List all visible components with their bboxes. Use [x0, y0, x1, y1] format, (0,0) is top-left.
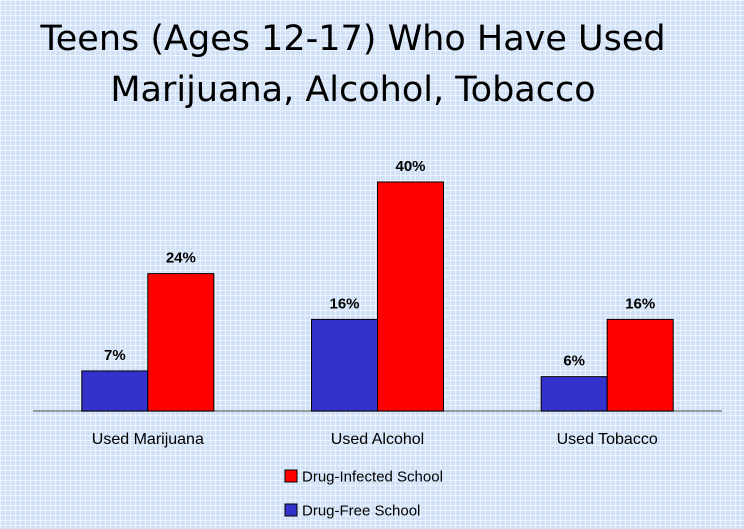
bar-drug-infected-school-2	[606, 318, 674, 412]
legend-swatch	[284, 469, 298, 483]
legend-label: Drug-Infected School	[302, 469, 443, 486]
bar-drug-free-school-2	[540, 376, 608, 412]
data-label: 24%	[166, 250, 196, 267]
category-label: Used Alcohol	[331, 431, 424, 448]
data-label: 6%	[563, 353, 585, 370]
category-label: Used Marijuana	[92, 431, 204, 448]
bar-drug-infected-school-1	[377, 181, 444, 412]
bar-drug-free-school-1	[311, 318, 378, 412]
data-label: 40%	[395, 158, 425, 175]
chart-title-line-2: Marijuana, Alcohol, Tobacco	[110, 70, 596, 110]
legend-label: Drug-Free School	[302, 503, 420, 520]
data-label: 16%	[625, 295, 655, 312]
chart-title: Teens (Ages 12-17) Who Have Used Marijua…	[0, 14, 706, 116]
bar-drug-free-school-0	[81, 370, 149, 412]
category-label: Used Tobacco	[557, 431, 658, 448]
data-label: 16%	[329, 295, 359, 312]
bar-drug-infected-school-0	[147, 273, 215, 412]
chart-title-line-1: Teens (Ages 12-17) Who Have Used	[40, 19, 666, 59]
data-label: 7%	[104, 347, 126, 364]
legend-swatch	[284, 503, 298, 517]
